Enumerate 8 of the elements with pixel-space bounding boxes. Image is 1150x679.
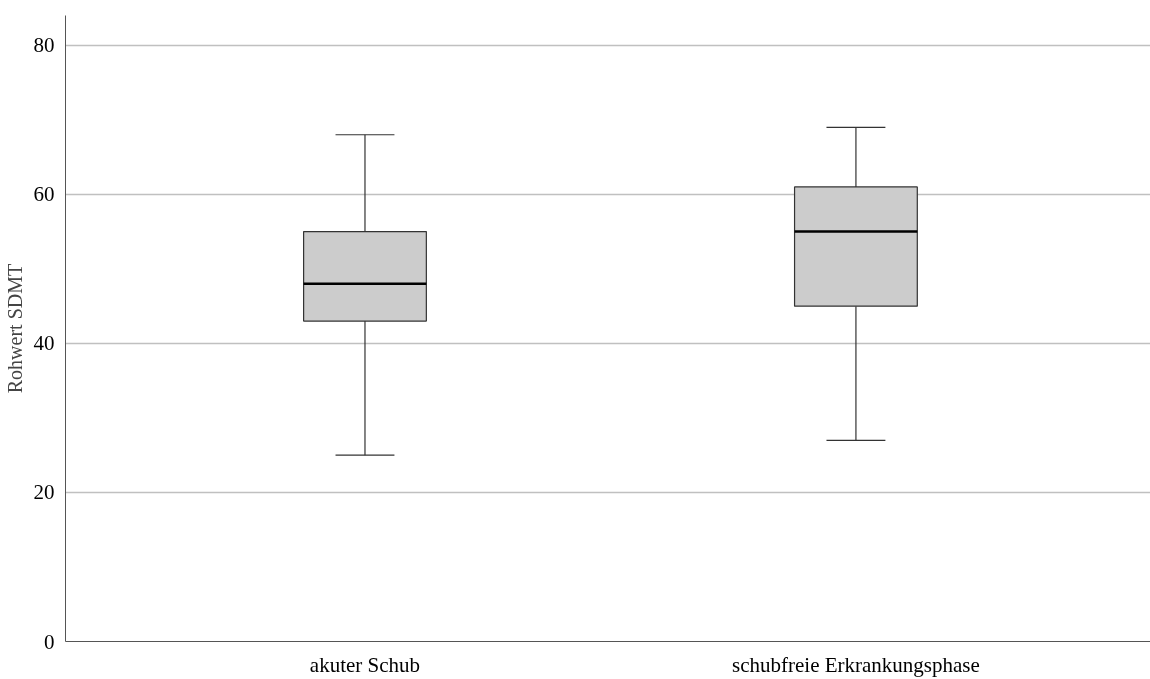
y-tick-label: 20 <box>33 480 55 505</box>
y-tick-label: 0 <box>44 629 55 654</box>
y-tick-label: 60 <box>33 182 55 207</box>
x-tick-label: akuter Schub <box>309 652 421 677</box>
y-tick-label: 40 <box>33 331 55 356</box>
y-axis-title: Rohwert SDMT <box>3 263 26 394</box>
y-tick-label: 80 <box>33 33 55 58</box>
x-tick-label: schubfreie Erkrankungsphase <box>732 652 980 677</box>
